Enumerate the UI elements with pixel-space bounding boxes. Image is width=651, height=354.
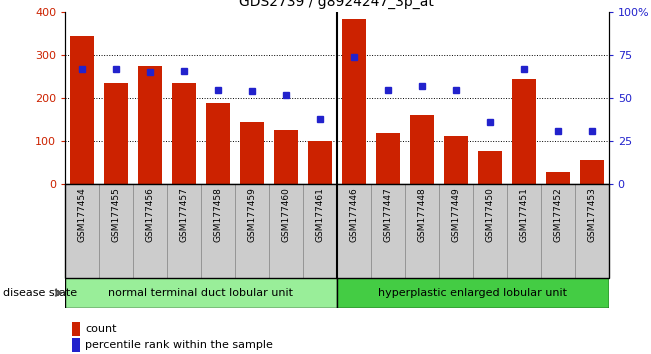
Text: GSM177448: GSM177448 <box>417 187 426 242</box>
Bar <box>274 130 298 184</box>
Bar <box>473 184 506 278</box>
Text: GSM177452: GSM177452 <box>553 187 562 242</box>
Bar <box>138 66 162 184</box>
Bar <box>405 184 439 278</box>
Bar <box>337 184 371 278</box>
Bar <box>65 278 337 308</box>
Bar <box>201 184 235 278</box>
Text: GSM177454: GSM177454 <box>77 187 87 242</box>
Bar <box>99 184 133 278</box>
Bar <box>269 184 303 278</box>
Bar <box>512 79 536 184</box>
Bar <box>308 141 332 184</box>
Bar <box>575 184 609 278</box>
Text: GSM177453: GSM177453 <box>587 187 596 242</box>
Bar <box>439 184 473 278</box>
Text: count: count <box>85 324 117 334</box>
Bar <box>580 160 603 184</box>
Bar <box>337 278 609 308</box>
Bar <box>172 83 196 184</box>
Bar <box>546 172 570 184</box>
Bar <box>104 83 128 184</box>
Text: GSM177461: GSM177461 <box>315 187 324 242</box>
Bar <box>506 184 541 278</box>
Text: GSM177456: GSM177456 <box>146 187 154 242</box>
Bar <box>303 184 337 278</box>
Text: GSM177459: GSM177459 <box>247 187 256 242</box>
Text: GSM177458: GSM177458 <box>214 187 223 242</box>
Title: GDS2739 / g8924247_3p_at: GDS2739 / g8924247_3p_at <box>240 0 434 8</box>
Bar <box>376 132 400 184</box>
Bar <box>65 184 99 278</box>
Text: GSM177449: GSM177449 <box>451 187 460 242</box>
Text: GSM177457: GSM177457 <box>180 187 189 242</box>
Bar <box>478 150 502 184</box>
Bar <box>235 184 269 278</box>
Text: GSM177450: GSM177450 <box>485 187 494 242</box>
Text: disease state: disease state <box>3 288 77 298</box>
Text: percentile rank within the sample: percentile rank within the sample <box>85 340 273 350</box>
Text: hyperplastic enlarged lobular unit: hyperplastic enlarged lobular unit <box>378 288 567 298</box>
Bar <box>541 184 575 278</box>
Text: normal terminal duct lobular unit: normal terminal duct lobular unit <box>109 288 294 298</box>
Text: GSM177451: GSM177451 <box>519 187 528 242</box>
Bar <box>240 122 264 184</box>
Bar <box>371 184 405 278</box>
Bar <box>410 115 434 184</box>
Bar <box>133 184 167 278</box>
Bar <box>206 103 230 184</box>
Text: GSM177460: GSM177460 <box>281 187 290 242</box>
Text: GSM177447: GSM177447 <box>383 187 393 242</box>
Bar <box>70 36 94 184</box>
Bar <box>167 184 201 278</box>
Bar <box>444 136 467 184</box>
Bar <box>342 19 366 184</box>
Text: GSM177446: GSM177446 <box>350 187 359 242</box>
Text: GSM177455: GSM177455 <box>111 187 120 242</box>
